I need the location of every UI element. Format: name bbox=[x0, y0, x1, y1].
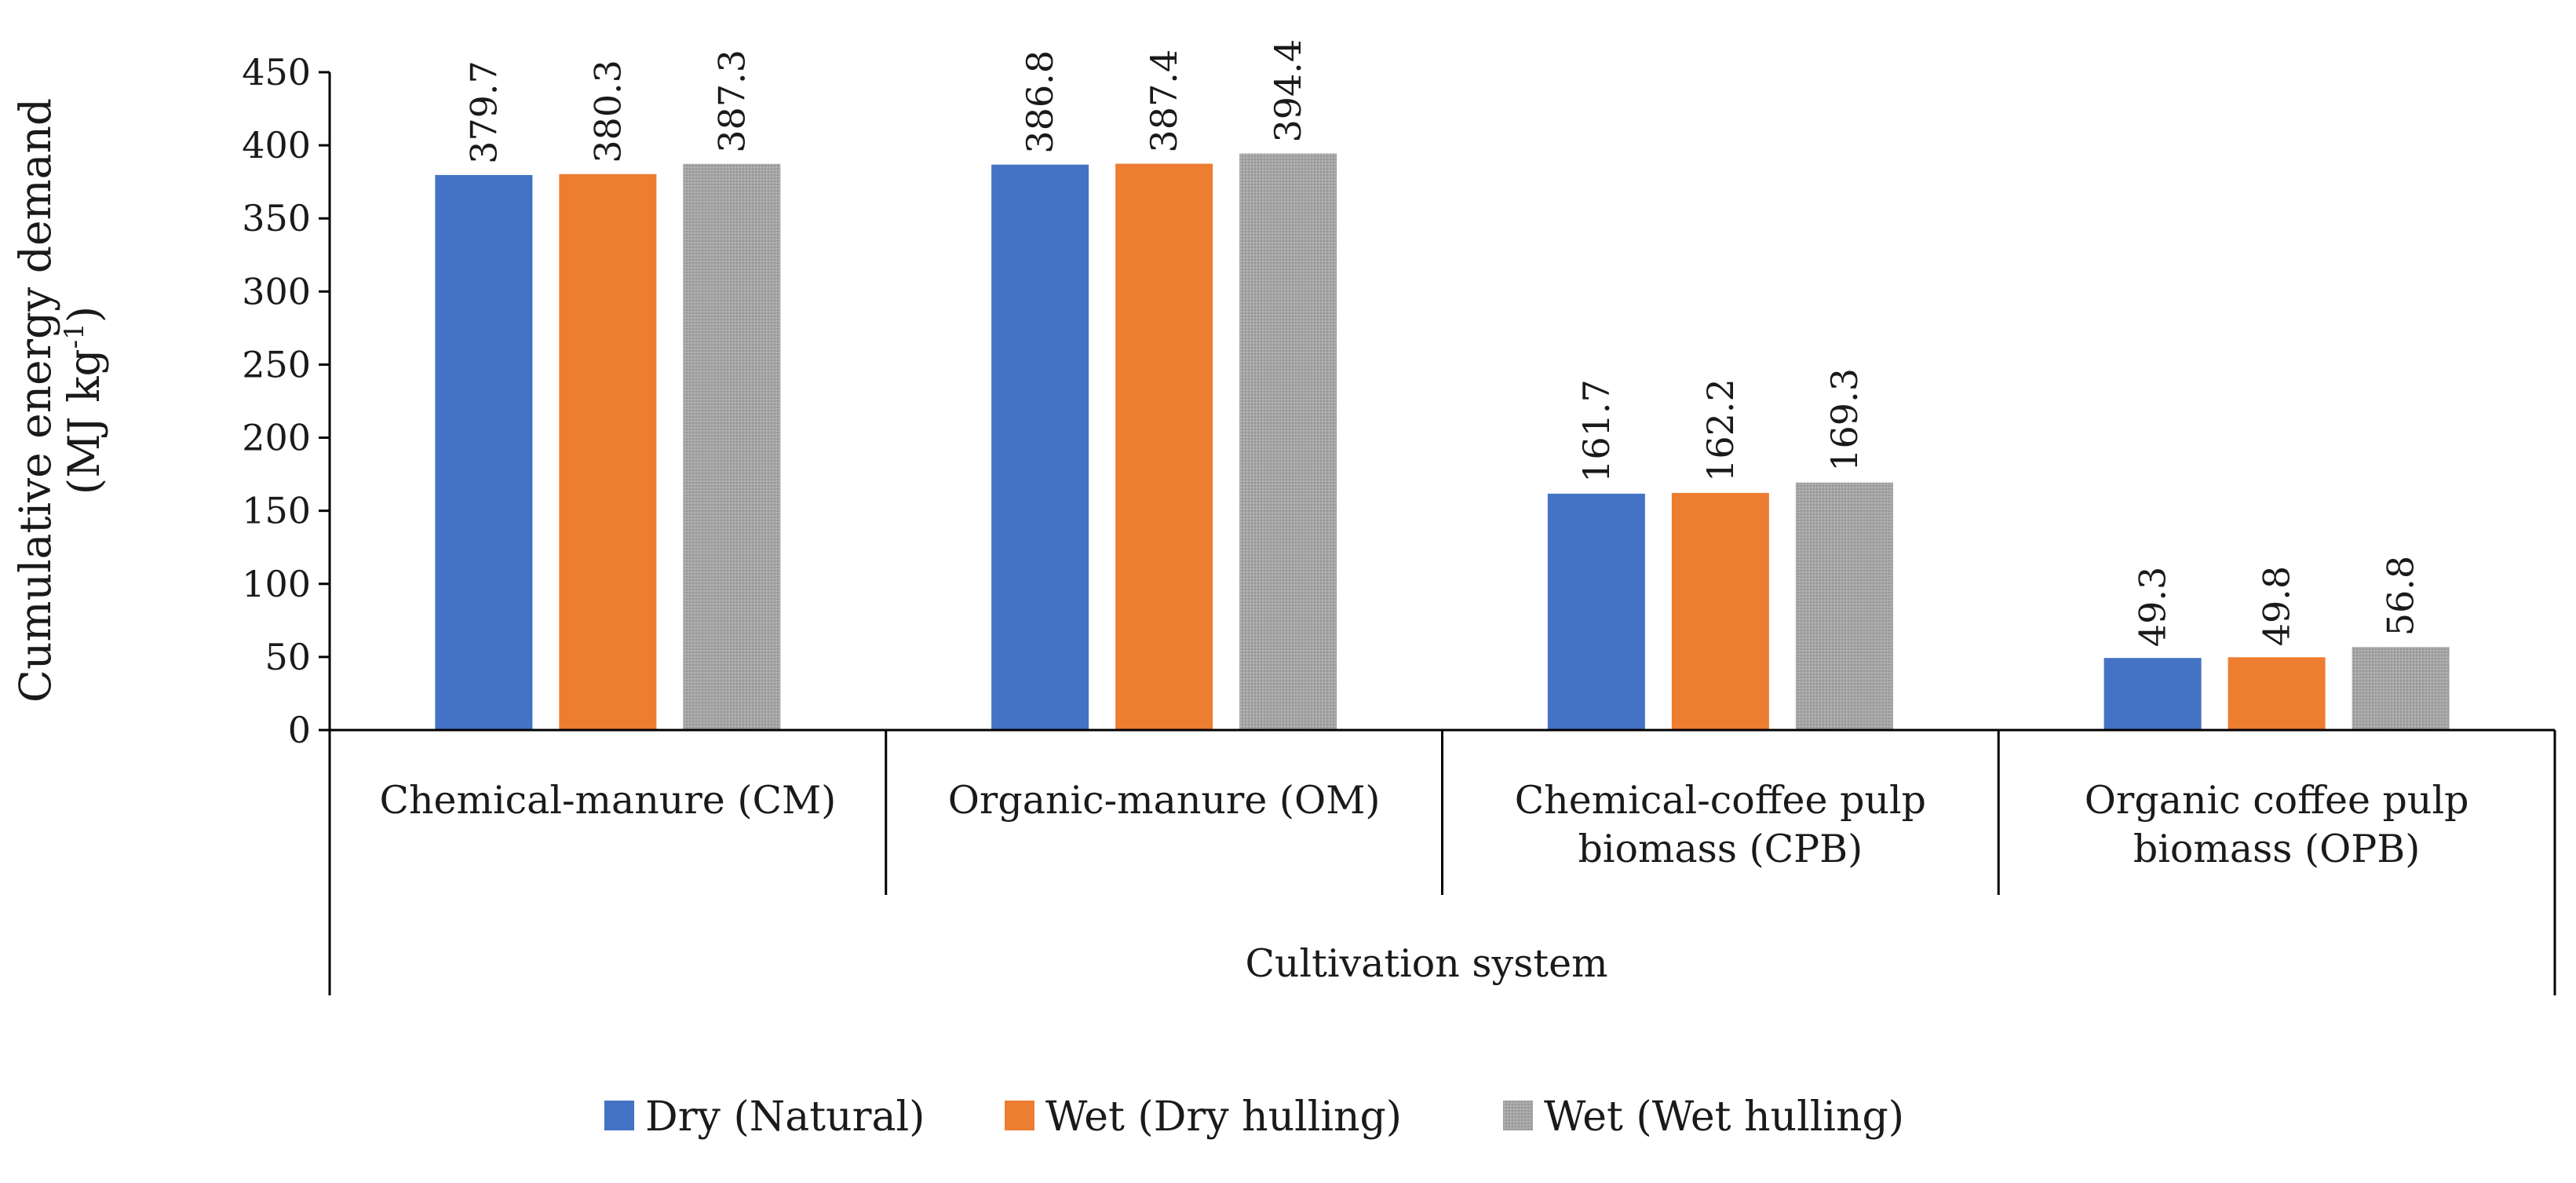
legend-swatch bbox=[604, 1101, 634, 1130]
category-label: Organic-manure (OM) bbox=[948, 778, 1381, 823]
legend-label: Wet (Wet hulling) bbox=[1544, 1094, 1904, 1141]
category-label: Chemical-coffee pulp bbox=[1515, 778, 1926, 823]
data-label: 380.3 bbox=[586, 60, 629, 163]
bar bbox=[2228, 657, 2326, 730]
legend-swatch bbox=[1005, 1101, 1034, 1130]
y-tick-label: 250 bbox=[242, 343, 311, 385]
y-tick-label: 400 bbox=[242, 124, 311, 166]
y-tick-label: 0 bbox=[288, 709, 311, 751]
data-label: 387.3 bbox=[710, 49, 753, 153]
bar bbox=[1671, 492, 1769, 730]
x-axis-title: Cultivation system bbox=[1245, 941, 1607, 986]
y-tick-label: 350 bbox=[242, 197, 311, 239]
bar bbox=[683, 163, 781, 730]
category-label: biomass (OPB) bbox=[2133, 827, 2420, 871]
data-label: 161.7 bbox=[1575, 379, 1618, 483]
legend-label: Dry (Natural) bbox=[645, 1094, 925, 1141]
y-tick-label: 200 bbox=[242, 417, 311, 459]
data-label: 49.8 bbox=[2256, 566, 2298, 646]
bar bbox=[2103, 658, 2202, 730]
data-label: 379.7 bbox=[462, 60, 505, 164]
y-tick-label: 100 bbox=[242, 563, 311, 605]
data-label: 162.2 bbox=[1699, 378, 1742, 482]
legend-swatch bbox=[1503, 1101, 1533, 1130]
data-label: 49.3 bbox=[2132, 567, 2174, 647]
bar bbox=[991, 164, 1089, 730]
bar bbox=[1115, 163, 1213, 731]
bar bbox=[1795, 482, 1893, 730]
y-tick-label: 300 bbox=[242, 270, 311, 312]
y-tick-label: 450 bbox=[242, 51, 311, 93]
y-tick-label: 150 bbox=[242, 490, 311, 532]
y-axis-title: Cumulative energy demand bbox=[10, 98, 60, 703]
data-label: 394.4 bbox=[1267, 39, 1309, 143]
bar bbox=[1547, 493, 1645, 730]
bar bbox=[559, 173, 657, 731]
category-label: Organic coffee pulp bbox=[2085, 778, 2469, 823]
legend-label: Wet (Dry hulling) bbox=[1045, 1094, 1402, 1141]
data-label: 56.8 bbox=[2380, 556, 2422, 636]
data-label: 169.3 bbox=[1823, 368, 1866, 472]
data-label: 387.4 bbox=[1143, 49, 1185, 153]
bar bbox=[1239, 153, 1337, 730]
category-label: Chemical-manure (CM) bbox=[379, 778, 836, 823]
y-axis-title-units: (MJ kg-1) bbox=[59, 306, 109, 495]
data-label: 386.8 bbox=[1019, 50, 1061, 154]
bar bbox=[435, 174, 533, 731]
y-tick-label: 50 bbox=[265, 636, 311, 678]
category-label: biomass (CPB) bbox=[1578, 827, 1863, 871]
bar bbox=[2352, 647, 2450, 730]
